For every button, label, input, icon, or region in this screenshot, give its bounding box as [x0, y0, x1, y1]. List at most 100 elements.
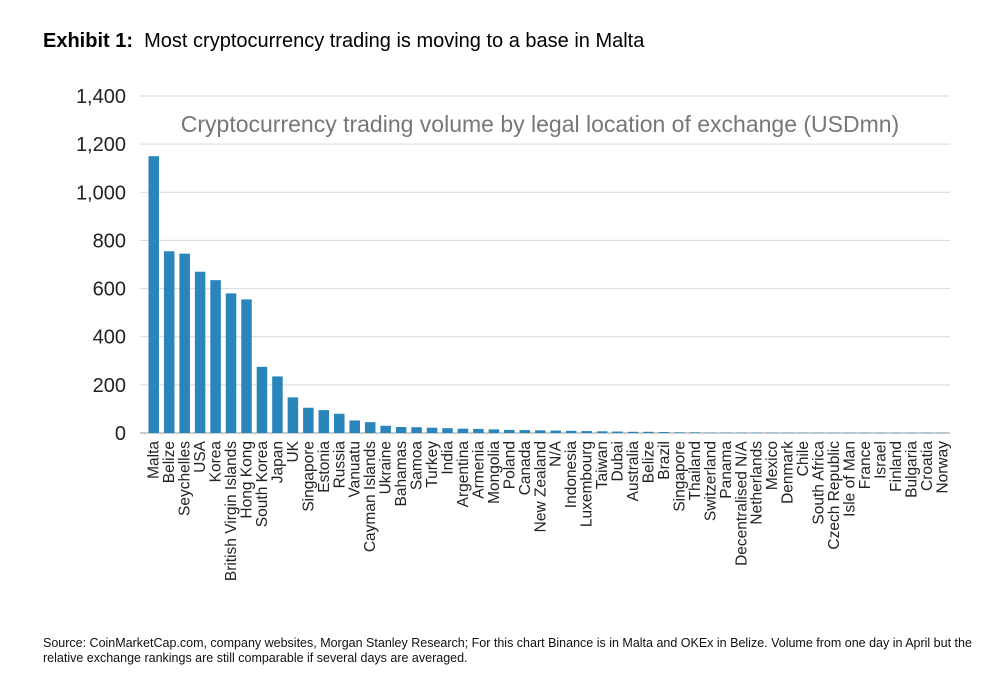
x-tick-label: Switzerland [702, 441, 719, 521]
bar [395, 426, 407, 433]
bar [318, 410, 330, 433]
bar [643, 431, 654, 433]
x-tick-label: Ukraine [378, 441, 395, 494]
bar [256, 366, 268, 433]
x-tick-label: Vanuatu [347, 441, 364, 498]
x-tick-label: Cayman Islands [362, 441, 379, 552]
bar [411, 427, 422, 433]
exhibit-header: Exhibit 1: Most cryptocurrency trading i… [43, 30, 644, 53]
bar [844, 432, 855, 434]
x-tick-label: South Africa [811, 441, 828, 525]
x-tick-label: Turkey [424, 441, 441, 488]
x-tick-label: Decentralised N/A [733, 440, 750, 566]
bar [163, 251, 175, 433]
x-tick-label: Belize [161, 441, 178, 483]
y-tick-label: 1,200 [76, 134, 126, 156]
x-tick-label: Mexico [764, 441, 781, 490]
bar [828, 432, 840, 434]
bar [380, 425, 391, 433]
bar [581, 431, 592, 433]
x-tick-label: Chile [795, 441, 812, 476]
x-tick-label: Indonesia [563, 441, 580, 509]
bar [442, 428, 453, 433]
bar [906, 432, 917, 434]
x-tick-label: Taiwan [594, 441, 611, 489]
x-tick-label: Estonia [316, 441, 333, 493]
x-tick-label: Croatia [919, 441, 936, 491]
bar [596, 431, 608, 433]
bar [937, 432, 948, 434]
bar [751, 432, 762, 434]
chart-title: Cryptocurrency trading volume by legal l… [181, 111, 899, 137]
x-tick-label: Singapore [300, 441, 317, 512]
y-tick-label: 200 [93, 375, 126, 397]
bar [519, 430, 531, 433]
x-tick-label: Russia [331, 441, 348, 489]
bar [720, 432, 732, 434]
exhibit-title: Most cryptocurrency trading is moving to… [144, 30, 645, 52]
x-tick-label: USA [192, 440, 209, 473]
bar [813, 432, 824, 434]
x-tick-label: New Zealand [532, 441, 549, 532]
x-tick-label: Thailand [687, 441, 704, 500]
bar [488, 429, 500, 433]
bar-chart: 0 200 400 600 800 1,000 1,200 1,400 Cryptocurre… [76, 86, 952, 581]
x-tick-label: Israel [872, 441, 889, 479]
x-tick-label: India [440, 441, 457, 475]
bar [875, 432, 886, 434]
bar [921, 432, 933, 434]
x-tick-label: Bahamas [393, 441, 410, 507]
x-tick-label: Belize [641, 441, 658, 483]
x-tick-label: Korea [208, 441, 225, 483]
y-tick-label: 1,400 [76, 86, 126, 108]
bar [736, 432, 747, 434]
bar [241, 299, 252, 433]
x-tick-label: South Korea [254, 441, 271, 528]
bar [179, 253, 190, 433]
x-tick-label: Australia [625, 441, 642, 502]
x-tick-label: Finland [888, 441, 905, 492]
x-tick-label: UK [285, 440, 302, 462]
bar [457, 428, 469, 433]
bar [148, 156, 159, 433]
bar [658, 432, 670, 433]
x-tick-label: Isle of Man [842, 441, 859, 517]
y-tick-label: 800 [93, 230, 126, 252]
x-tick-label: Panama [718, 441, 735, 499]
x-tick-label: Dubai [610, 441, 627, 482]
bar [272, 376, 283, 433]
bar [287, 397, 299, 433]
x-tick-label: Singapore [671, 441, 688, 512]
x-tick-label: Hong Kong [239, 441, 256, 519]
bar [674, 432, 685, 433]
bar [426, 427, 438, 433]
y-tick-label: 600 [93, 279, 126, 301]
exhibit-label: Exhibit 1: [43, 30, 134, 52]
x-tick-label: Czech Republic [826, 441, 843, 550]
x-tick-label: Netherlands [749, 441, 766, 525]
bar [210, 280, 221, 433]
x-tick-label: Japan [269, 441, 286, 483]
bar [535, 430, 546, 433]
x-tick-label: Poland [501, 441, 518, 489]
bar [364, 422, 376, 433]
x-tick-label: France [857, 441, 874, 489]
bar [859, 432, 871, 434]
bar [627, 431, 639, 433]
x-tick-label: Seychelles [177, 441, 194, 516]
bar [504, 429, 515, 433]
bar [705, 432, 716, 434]
x-tick-label: Samoa [409, 441, 426, 490]
bar [225, 293, 237, 433]
y-tick-label: 1,000 [76, 182, 126, 204]
y-tick-label: 0 [115, 423, 126, 445]
source-note: Source: CoinMarketCap.com, company websi… [43, 636, 972, 665]
bar [349, 420, 360, 433]
bar [766, 432, 778, 434]
x-tick-label: Norway [934, 441, 951, 494]
x-tick-label: Mongolia [486, 441, 503, 504]
bar [797, 432, 809, 434]
bar [890, 432, 902, 434]
x-tick-label: N/A [548, 440, 565, 467]
